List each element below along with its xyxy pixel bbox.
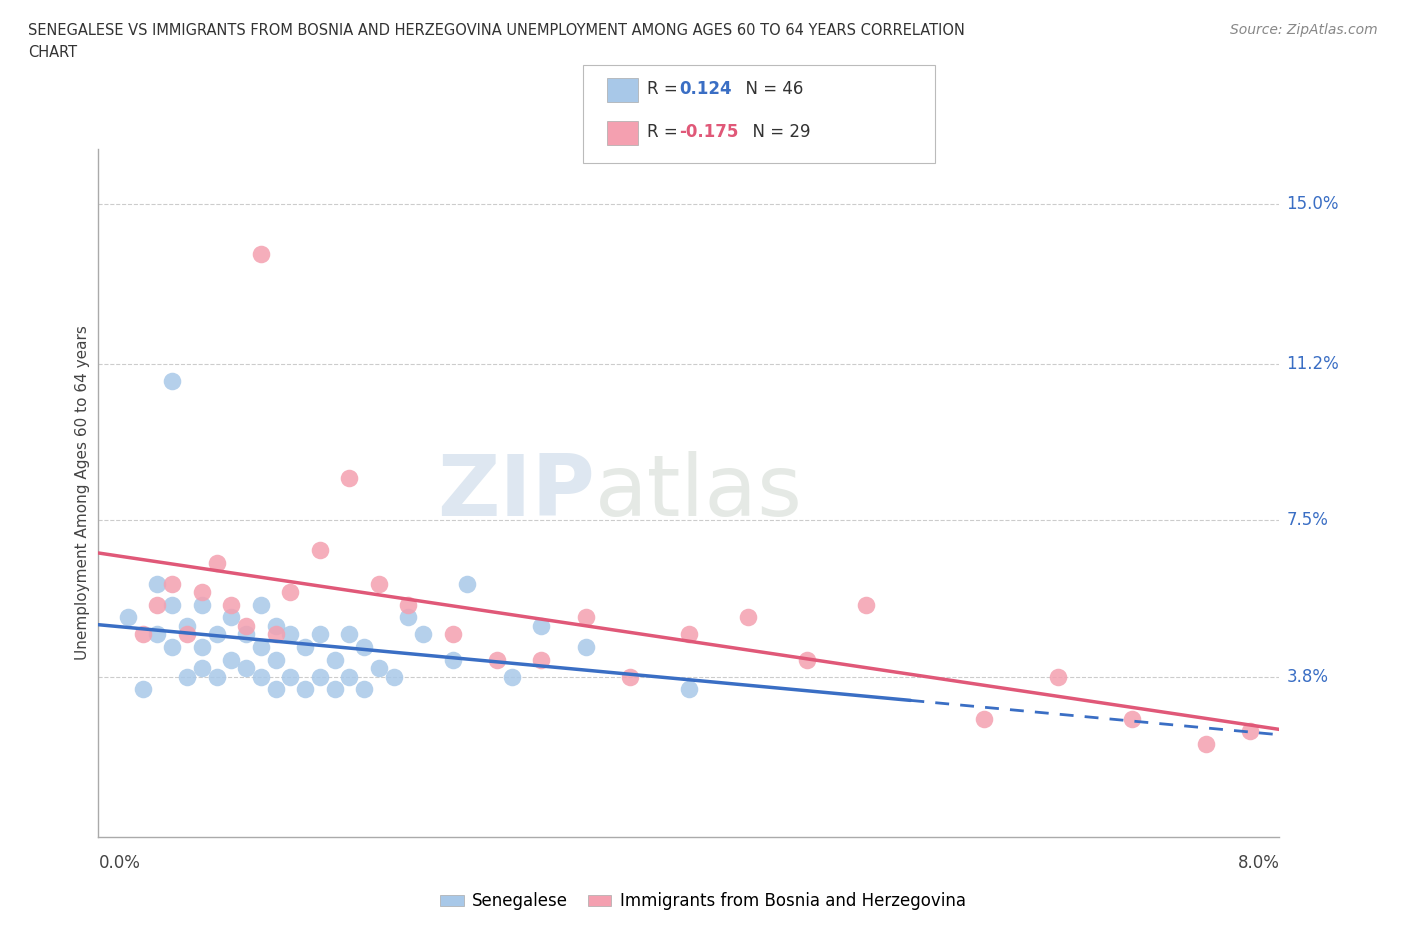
Text: 3.8%: 3.8% bbox=[1286, 668, 1329, 685]
Point bbox=[117, 610, 139, 625]
Text: 8.0%: 8.0% bbox=[1237, 854, 1279, 872]
Text: ZIP: ZIP bbox=[437, 451, 595, 535]
Point bbox=[441, 652, 464, 667]
Legend: Senegalese, Immigrants from Bosnia and Herzegovina: Senegalese, Immigrants from Bosnia and H… bbox=[433, 885, 973, 917]
Point bbox=[353, 682, 375, 697]
Point bbox=[176, 669, 198, 684]
Point bbox=[264, 682, 287, 697]
Point bbox=[235, 627, 257, 642]
Point bbox=[337, 669, 360, 684]
Point bbox=[219, 610, 242, 625]
Point bbox=[219, 597, 242, 612]
Y-axis label: Unemployment Among Ages 60 to 64 years: Unemployment Among Ages 60 to 64 years bbox=[75, 326, 90, 660]
Point bbox=[264, 618, 287, 633]
Point bbox=[574, 610, 596, 625]
Point bbox=[678, 682, 700, 697]
Point bbox=[855, 597, 877, 612]
Point bbox=[1194, 737, 1216, 751]
Text: -0.175: -0.175 bbox=[679, 123, 738, 141]
Point bbox=[294, 640, 316, 655]
Point bbox=[396, 597, 419, 612]
Point bbox=[162, 597, 183, 612]
Point bbox=[367, 660, 389, 675]
Text: atlas: atlas bbox=[595, 451, 803, 535]
Point bbox=[278, 627, 301, 642]
Text: 7.5%: 7.5% bbox=[1286, 512, 1329, 529]
Point bbox=[973, 711, 995, 726]
Point bbox=[235, 660, 257, 675]
Point bbox=[205, 669, 228, 684]
Point bbox=[308, 669, 332, 684]
Point bbox=[278, 585, 301, 600]
Point bbox=[191, 585, 214, 600]
Point bbox=[737, 610, 759, 625]
Point bbox=[353, 640, 375, 655]
Point bbox=[678, 627, 700, 642]
Point bbox=[250, 597, 273, 612]
Point bbox=[412, 627, 434, 642]
Point bbox=[278, 669, 301, 684]
Point bbox=[441, 627, 464, 642]
Point bbox=[162, 374, 183, 389]
Point bbox=[574, 640, 596, 655]
Point bbox=[323, 682, 346, 697]
Text: 11.2%: 11.2% bbox=[1286, 355, 1340, 373]
Text: 15.0%: 15.0% bbox=[1286, 194, 1339, 213]
Point bbox=[456, 577, 478, 591]
Point bbox=[205, 555, 228, 570]
Point bbox=[308, 542, 332, 557]
Point bbox=[367, 577, 389, 591]
Point bbox=[323, 652, 346, 667]
Point bbox=[250, 669, 273, 684]
Point bbox=[1046, 669, 1069, 684]
Point bbox=[396, 610, 419, 625]
Point bbox=[264, 652, 287, 667]
Point bbox=[176, 618, 198, 633]
Point bbox=[796, 652, 818, 667]
Point bbox=[146, 577, 169, 591]
Point bbox=[337, 627, 360, 642]
Text: CHART: CHART bbox=[28, 45, 77, 60]
Point bbox=[219, 652, 242, 667]
Point bbox=[146, 627, 169, 642]
Point bbox=[191, 640, 214, 655]
Point bbox=[205, 627, 228, 642]
Text: Source: ZipAtlas.com: Source: ZipAtlas.com bbox=[1230, 23, 1378, 37]
Text: R =: R = bbox=[647, 123, 683, 141]
Text: R =: R = bbox=[647, 80, 683, 99]
Text: N = 29: N = 29 bbox=[742, 123, 811, 141]
Text: 0.0%: 0.0% bbox=[98, 854, 141, 872]
Text: N = 46: N = 46 bbox=[735, 80, 804, 99]
Point bbox=[191, 597, 214, 612]
Point bbox=[337, 471, 360, 485]
Point bbox=[485, 652, 508, 667]
Point bbox=[308, 627, 332, 642]
Point bbox=[176, 627, 198, 642]
Point bbox=[162, 640, 183, 655]
Point bbox=[1121, 711, 1143, 726]
Point bbox=[1239, 724, 1261, 739]
Point bbox=[250, 246, 273, 261]
Point bbox=[382, 669, 405, 684]
Point bbox=[501, 669, 523, 684]
Point bbox=[146, 597, 169, 612]
Point bbox=[530, 618, 553, 633]
Point bbox=[235, 618, 257, 633]
Text: SENEGALESE VS IMMIGRANTS FROM BOSNIA AND HERZEGOVINA UNEMPLOYMENT AMONG AGES 60 : SENEGALESE VS IMMIGRANTS FROM BOSNIA AND… bbox=[28, 23, 965, 38]
Point bbox=[264, 627, 287, 642]
Point bbox=[619, 669, 641, 684]
Point bbox=[132, 682, 155, 697]
Point bbox=[530, 652, 553, 667]
Point bbox=[294, 682, 316, 697]
Point bbox=[250, 640, 273, 655]
Point bbox=[132, 627, 155, 642]
Point bbox=[191, 660, 214, 675]
Text: 0.124: 0.124 bbox=[679, 80, 731, 99]
Point bbox=[162, 577, 183, 591]
